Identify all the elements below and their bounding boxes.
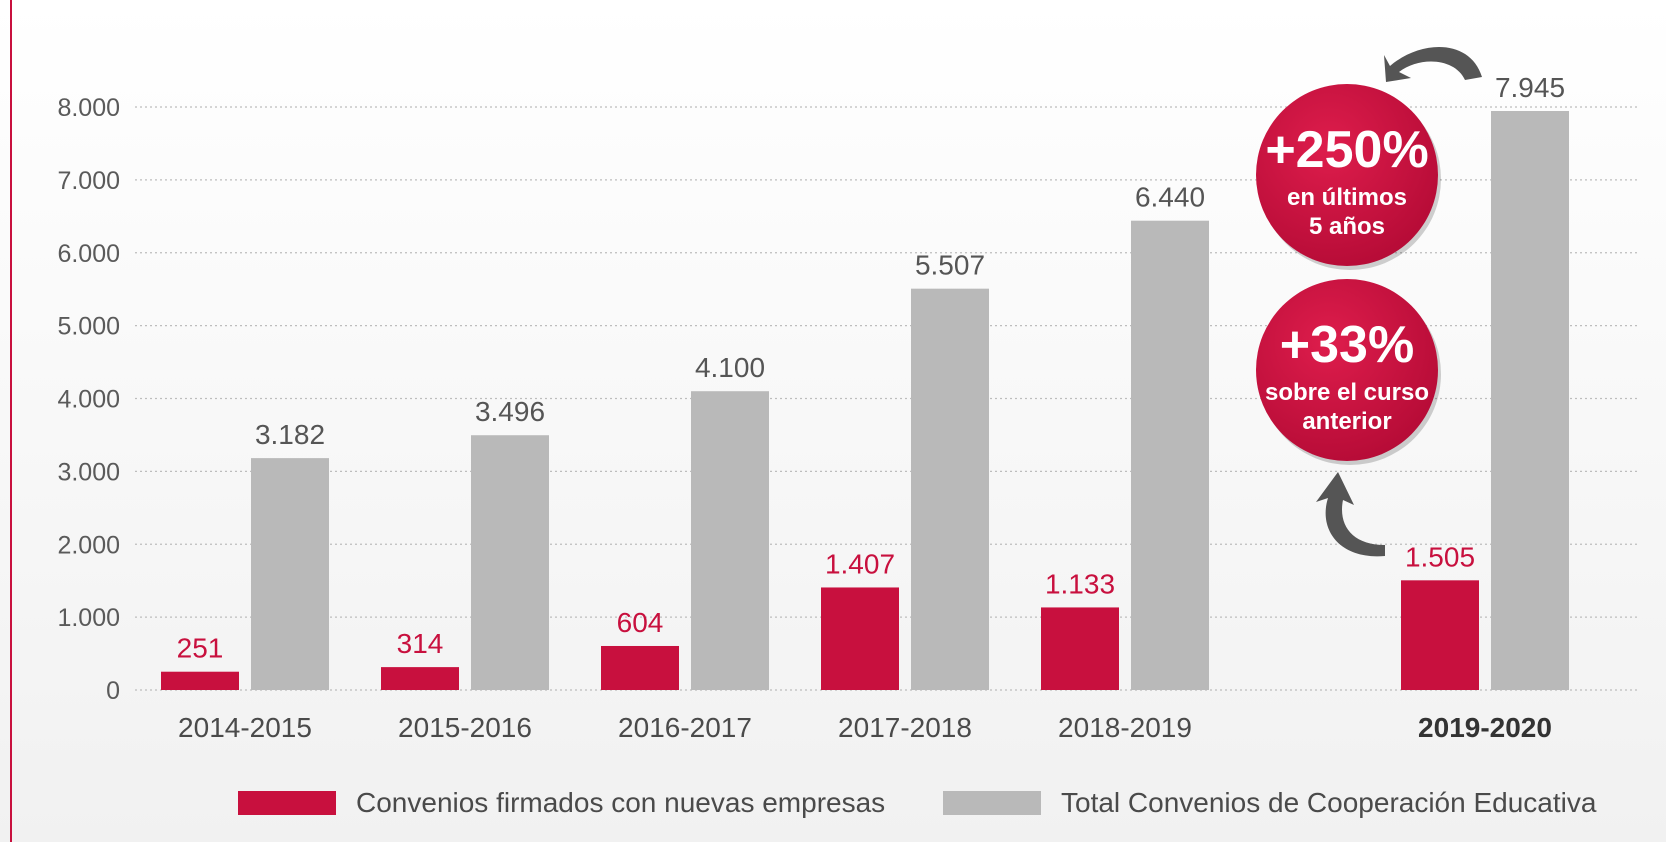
bar-new-agreements xyxy=(1041,607,1119,690)
legend-label: Total Convenios de Cooperación Educativa xyxy=(1061,787,1597,818)
badge-caption-line: anterior xyxy=(1302,408,1391,435)
data-label: 1.133 xyxy=(1045,568,1115,599)
bar-total-agreements xyxy=(911,288,989,690)
badge-percentage: +250% xyxy=(1265,121,1428,179)
bar-total-agreements xyxy=(1131,220,1209,690)
x-tick-label: 2016-2017 xyxy=(618,712,752,743)
data-label: 314 xyxy=(397,628,444,659)
data-label: 3.182 xyxy=(255,419,325,450)
y-tick-label: 4.000 xyxy=(57,386,120,414)
x-axis-categories: 2014-2015 2015-2016 2016-2017 2017-2018 2018… xyxy=(178,712,1552,743)
gridlines xyxy=(135,106,1638,691)
data-labels: 251 314 604 1.407 1.133 1.505 3.182 3.496 4.100 5… xyxy=(177,72,1565,664)
y-tick-label: 3.000 xyxy=(57,458,120,486)
x-tick-label: 2017-2018 xyxy=(838,712,972,743)
y-tick-label: 2.000 xyxy=(57,531,120,559)
x-tick-label: 2014-2015 xyxy=(178,712,312,743)
data-label: 1.407 xyxy=(825,548,895,579)
badge-caption-line: 5 años xyxy=(1309,213,1385,240)
annotation-badge xyxy=(1256,84,1438,266)
data-label: 5.507 xyxy=(915,250,985,281)
x-tick-label: 2015-2016 xyxy=(398,712,532,743)
data-label: 604 xyxy=(617,607,664,638)
left-accent-rule xyxy=(10,0,12,842)
legend-label: Convenios firmados con nuevas empresas xyxy=(356,787,885,818)
badge-caption-line: en últimos xyxy=(1287,184,1407,211)
data-label: 4.100 xyxy=(695,352,765,383)
annotation-arrows xyxy=(1316,47,1482,557)
bar-new-agreements xyxy=(161,671,239,690)
y-tick-label: 5.000 xyxy=(57,313,120,341)
y-tick-label: 0 xyxy=(106,677,120,705)
x-tick-label: 2018-2019 xyxy=(1058,712,1192,743)
bar-new-agreements xyxy=(821,587,899,690)
y-tick-label: 1.000 xyxy=(57,604,120,632)
badge-percentage: +33% xyxy=(1280,316,1414,374)
bars xyxy=(161,111,1569,691)
y-axis-ticks: 0 1.000 2.000 3.000 4.000 5.000 6.000 7.000 8.00… xyxy=(57,94,120,705)
y-tick-label: 6.000 xyxy=(57,240,120,268)
legend: Convenios firmados con nuevas empresas To… xyxy=(238,787,1597,818)
bar-total-agreements xyxy=(471,435,549,690)
bar-total-agreements xyxy=(251,458,329,690)
bar-new-agreements xyxy=(381,667,459,690)
data-label: 3.496 xyxy=(475,396,545,427)
y-tick-label: 7.000 xyxy=(57,167,120,195)
curved-arrow-icon xyxy=(1384,47,1482,82)
x-tick-label: 2019-2020 xyxy=(1418,712,1552,743)
legend-swatch xyxy=(238,791,336,815)
bar-new-agreements xyxy=(601,645,679,690)
data-label: 7.945 xyxy=(1495,72,1565,103)
data-label: 6.440 xyxy=(1135,182,1205,213)
data-label: 1.505 xyxy=(1405,541,1475,572)
bar-total-agreements xyxy=(691,391,769,690)
badge-caption-line: sobre el curso xyxy=(1265,379,1429,406)
y-tick-label: 8.000 xyxy=(57,94,120,122)
bar-total-agreements xyxy=(1491,111,1569,691)
legend-swatch xyxy=(943,791,1041,815)
data-label: 251 xyxy=(177,633,224,664)
annotation-badge xyxy=(1256,279,1438,461)
curved-arrow-icon xyxy=(1316,472,1385,557)
bar-new-agreements xyxy=(1401,580,1479,690)
